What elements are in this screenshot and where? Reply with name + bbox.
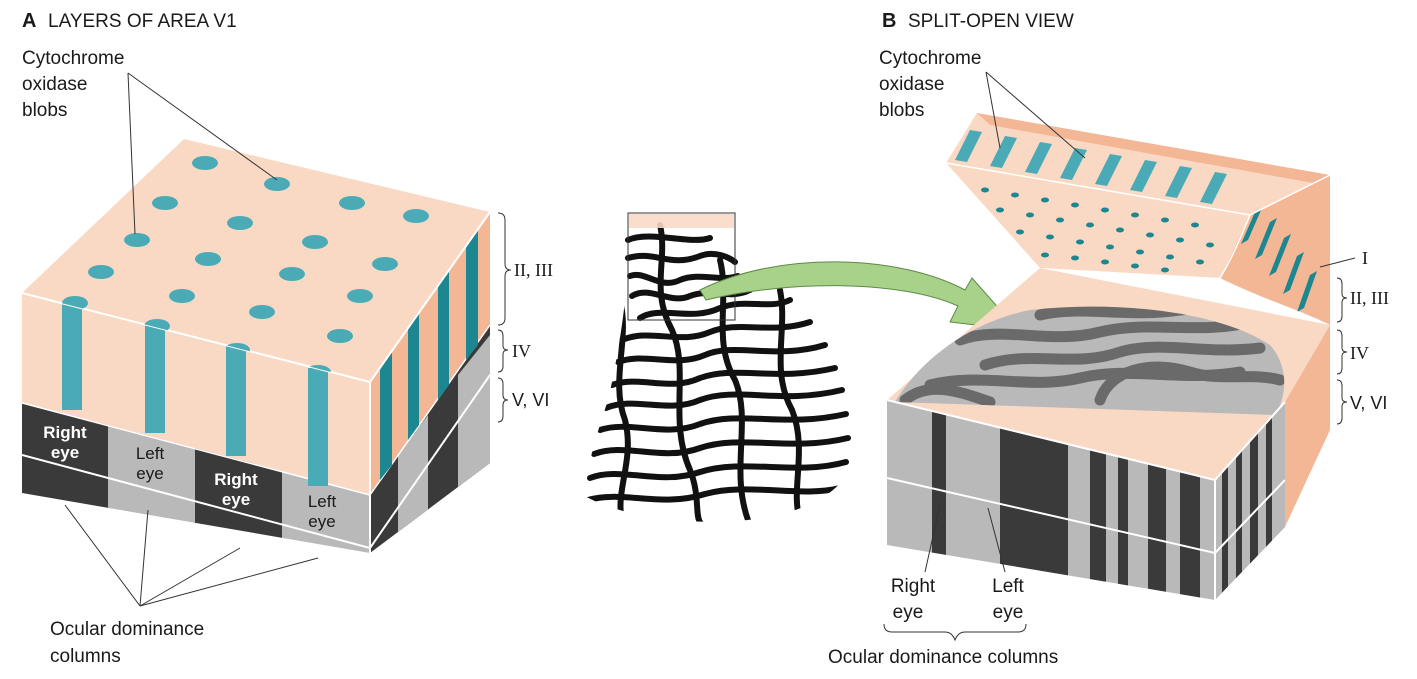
- split-flap-edge: [946, 113, 1330, 215]
- svg-text:Right: Right: [43, 423, 87, 442]
- v1-front-blob-columns: [62, 300, 328, 486]
- split-layer-1-pointer: [1319, 257, 1356, 268]
- v1-column-label: Ocular dominance columns: [50, 504, 319, 667]
- svg-text:Ocular dominance: Ocular dominance: [50, 619, 204, 640]
- svg-text:eye: eye: [136, 464, 163, 483]
- svg-text:blobs: blobs: [22, 100, 67, 121]
- panel-a-title: LAYERS OF AREA V1: [48, 11, 237, 32]
- svg-text:Cytochrome: Cytochrome: [879, 48, 981, 69]
- svg-text:eye: eye: [308, 512, 335, 531]
- split-layer-label-1: I: [1362, 248, 1368, 268]
- v1-layer-brackets: [497, 212, 512, 423]
- split-column-brace: [883, 623, 1027, 642]
- v1-layer-label-4: IV: [512, 341, 531, 361]
- v1-blobs: [62, 156, 429, 379]
- v1-layer-label-2-3: II, III: [514, 260, 553, 280]
- stained-section-sample: [583, 212, 852, 522]
- svg-text:Cytochrome: Cytochrome: [22, 48, 124, 69]
- split-layer-label-4: IV: [1350, 343, 1369, 363]
- split-layer-label-5-6: V, VI: [1350, 393, 1387, 413]
- panel-b-letter: B: [882, 10, 896, 32]
- svg-text:oxidase: oxidase: [879, 74, 945, 95]
- v1-layer-label-5-6: V, VI: [512, 390, 549, 410]
- v1-blob-label: Cytochrome oxidase blobs: [22, 48, 278, 235]
- split-column-label: Ocular dominance columns: [828, 647, 1058, 668]
- v1-right-layers: [370, 230, 490, 553]
- v1-top-face: [22, 139, 490, 382]
- sample-zoom-box: [627, 212, 736, 321]
- panel-a: A LAYERS OF AREA V1: [21, 10, 553, 667]
- panel-b-title: SPLIT-OPEN VIEW: [908, 11, 1074, 32]
- svg-text:oxidase: oxidase: [22, 74, 88, 95]
- svg-text:eye: eye: [51, 443, 79, 462]
- svg-text:blobs: blobs: [879, 100, 924, 121]
- panel-b: B SPLIT-OPEN VIEW: [828, 10, 1389, 668]
- svg-text:Left: Left: [136, 444, 165, 463]
- split-layer-brackets: [1336, 277, 1348, 425]
- split-flap-underside: [946, 163, 1250, 278]
- split-flap-side-columns: [1241, 208, 1317, 312]
- svg-text:Right: Right: [891, 576, 936, 597]
- svg-text:eye: eye: [993, 602, 1024, 623]
- svg-text:columns: columns: [50, 646, 121, 667]
- v1-front-face-upper: [22, 293, 370, 495]
- split-flap-layer-1: [977, 113, 1330, 186]
- v1-right-face-upper: [370, 212, 490, 495]
- svg-text:Left: Left: [992, 576, 1024, 597]
- svg-text:eye: eye: [222, 490, 250, 509]
- svg-text:Left: Left: [308, 492, 337, 511]
- svg-text:Right: Right: [214, 470, 258, 489]
- split-eye-labels: Right eye Left eye: [891, 504, 1025, 623]
- svg-text:eye: eye: [893, 602, 924, 623]
- split-blob-label: Cytochrome oxidase blobs: [879, 48, 1086, 159]
- split-flap-blob-stripes: [955, 130, 1227, 204]
- split-layer-label-2-3: II, III: [1350, 288, 1389, 308]
- panel-a-letter: A: [22, 10, 36, 32]
- v1-eye-labels: Right eye Left eye Right eye Left eye: [43, 423, 336, 531]
- split-flap-side: [1220, 175, 1330, 325]
